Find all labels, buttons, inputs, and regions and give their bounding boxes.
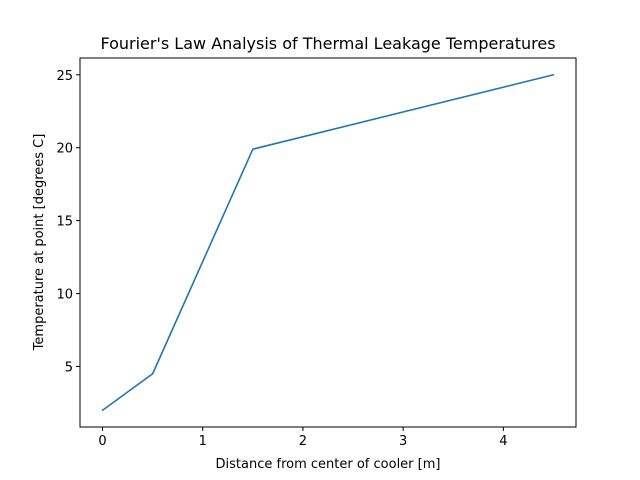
y-tick-label: 10 xyxy=(56,288,73,303)
x-axis-label: Distance from center of cooler [m] xyxy=(216,457,441,472)
y-tick-label: 15 xyxy=(56,215,73,230)
series-line-0 xyxy=(101,73,555,412)
chart-title: Fourier's Law Analysis of Thermal Leakag… xyxy=(100,34,555,53)
x-tick-label: 1 xyxy=(199,434,207,449)
plot-area: 0 1 2 3 4 5 10 15 20 25 xyxy=(56,57,577,449)
plot-frame xyxy=(79,57,577,428)
x-tick-label: 2 xyxy=(299,434,307,449)
y-tick-label: 20 xyxy=(56,142,73,157)
x-tick-label: 0 xyxy=(98,434,106,449)
x-tick-label: 3 xyxy=(399,434,407,449)
x-tick-label: 4 xyxy=(499,434,507,449)
y-tick-label: 5 xyxy=(65,360,73,375)
y-axis-label: Temperature at point [degrees C] xyxy=(32,134,47,352)
y-tick-label: 25 xyxy=(56,69,73,84)
